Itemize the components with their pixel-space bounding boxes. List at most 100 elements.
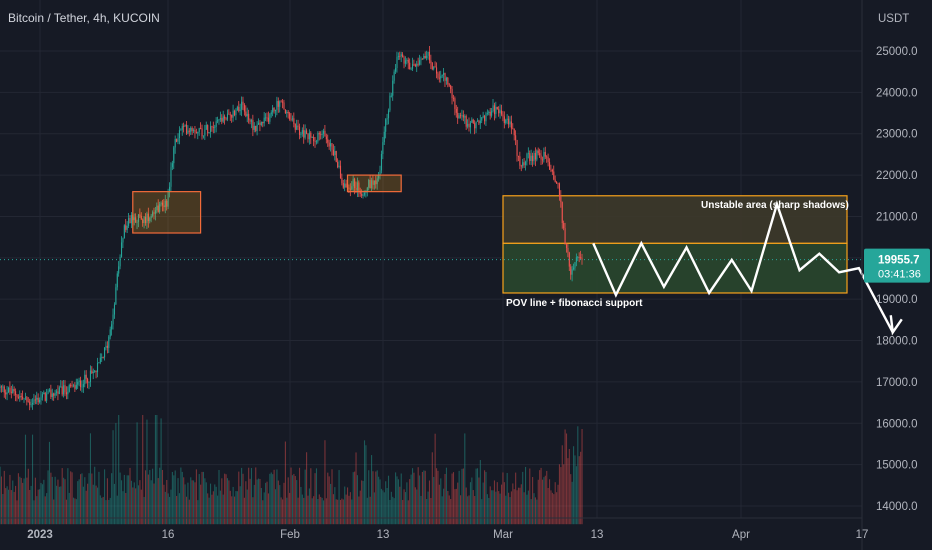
volume-bar [575, 466, 577, 525]
volume-bar [436, 468, 438, 525]
volume-bar [410, 474, 412, 525]
volume-bar [341, 498, 343, 525]
candle-body [426, 55, 428, 59]
candle-body [493, 105, 496, 115]
candle-body [301, 130, 303, 134]
candle-body [253, 125, 255, 130]
x-axis-layer: 2023 16 Feb 13 Mar 13 Apr 17 [27, 529, 868, 541]
candle-body [461, 115, 463, 117]
volume-bar [338, 470, 340, 525]
volume-bar [527, 490, 529, 525]
volume-bar [29, 490, 31, 525]
volume-bar [195, 469, 197, 525]
volume-bar [120, 480, 123, 525]
candle-body [146, 213, 148, 223]
candle-body [273, 107, 275, 112]
volume-bar [522, 471, 524, 525]
candle-body [402, 54, 404, 58]
candle-body [437, 73, 439, 78]
candle-body [262, 121, 264, 124]
candle-body [214, 126, 216, 128]
candle-body [578, 257, 580, 258]
candle-body [393, 71, 395, 81]
volume-bar [344, 486, 346, 525]
candle-body [12, 389, 14, 393]
volume-bar [149, 470, 151, 525]
y-tick-label: 21000.0 [876, 211, 918, 223]
volume-bar [558, 464, 560, 525]
candle-body [476, 120, 479, 122]
volume-bar [229, 490, 231, 525]
volume-bar [56, 485, 58, 525]
volume-bar [468, 495, 470, 525]
candle-body [532, 155, 534, 162]
volume-bar [461, 468, 463, 525]
volume-bar [123, 474, 125, 525]
consolidation-box-1[interactable] [346, 174, 402, 193]
candle-body [474, 123, 476, 129]
candle-body [125, 225, 127, 230]
volume-bar [325, 498, 327, 525]
projection-path[interactable] [592, 200, 894, 333]
candle-body [171, 163, 173, 168]
candle-body [417, 63, 419, 65]
volume-bar [567, 458, 569, 525]
candle-body [320, 134, 322, 136]
volume-bar [41, 484, 43, 525]
candle-body [413, 64, 415, 65]
candle-body [94, 370, 96, 372]
volume-layer [0, 415, 583, 525]
volume-bar [9, 474, 11, 525]
volume-bar [243, 497, 245, 525]
candle-body [161, 202, 164, 206]
volume-bar [39, 489, 41, 525]
candle-body [440, 76, 442, 79]
volume-bar [499, 493, 501, 525]
candle-body [547, 157, 549, 163]
volume-bar [71, 472, 73, 525]
candle-body [524, 161, 527, 166]
candle-body [359, 190, 361, 194]
y-tick-label: 16000.0 [876, 418, 918, 430]
candle-body [218, 119, 220, 121]
candle-body [221, 118, 223, 122]
candle-body [317, 133, 319, 142]
candle-body [496, 106, 498, 110]
volume-bar [455, 488, 457, 525]
volume-bar [317, 498, 319, 525]
candle-body [455, 108, 457, 113]
volume-bar [328, 476, 330, 525]
candle-body [338, 165, 340, 168]
volume-bar [554, 482, 556, 525]
volume-bar [444, 473, 446, 525]
candle-body [537, 150, 539, 154]
volume-bar [462, 468, 464, 525]
fib-zone-0[interactable] [502, 195, 848, 244]
candle-body [475, 121, 477, 129]
volume-bar [87, 483, 89, 525]
x-tick-label: 16 [162, 529, 175, 541]
candle-body [26, 397, 28, 402]
volume-bar [517, 487, 520, 525]
volume-bar [263, 492, 265, 525]
candle-body [392, 80, 394, 96]
x-tick-label: Mar [493, 529, 513, 541]
volume-bar [242, 473, 244, 525]
volume-bar [253, 484, 255, 525]
candle-body [283, 102, 285, 110]
candle-body [311, 137, 313, 138]
volume-bar [541, 479, 544, 525]
consolidation-box-0[interactable] [132, 191, 202, 234]
volume-bar [235, 491, 237, 525]
volume-bar [553, 494, 555, 525]
candle-body [104, 347, 106, 358]
volume-bar [10, 490, 12, 525]
volume-bar [82, 486, 84, 525]
volume-bar [130, 480, 132, 525]
candle-body [390, 95, 392, 97]
volume-bar [495, 491, 497, 525]
volume-bar [509, 497, 511, 525]
candle-body [236, 106, 238, 111]
volume-bar [139, 480, 141, 525]
